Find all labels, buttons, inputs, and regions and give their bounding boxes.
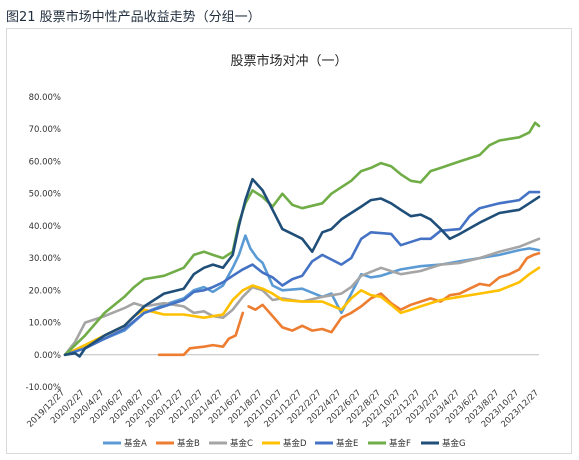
series-line <box>157 311 245 357</box>
y-tick-label: 10.00% <box>29 319 61 329</box>
legend-label: 基金F <box>389 438 411 449</box>
series-基金F <box>63 121 541 357</box>
series-基金C <box>63 237 541 357</box>
y-tick-label: 20.00% <box>29 286 61 296</box>
y-tick-label: 50.00% <box>29 190 61 200</box>
legend-item: 基金E <box>315 438 358 449</box>
chart-title: 股票市场对冲（一） <box>230 53 347 69</box>
legend-label: 基金C <box>230 438 253 449</box>
series-基金G <box>63 177 541 358</box>
series-line <box>247 252 541 334</box>
legend: 基金A 基金B 基金C 基金D 基金E 基金F 基金G <box>103 438 466 449</box>
legend-label: 基金G <box>442 438 466 449</box>
series-line <box>63 190 541 357</box>
legend-item: 基金C <box>209 438 253 449</box>
y-tick-label: 0.00% <box>34 351 61 361</box>
series-line <box>63 121 541 357</box>
series-line <box>63 237 541 357</box>
legend-item: 基金G <box>421 438 466 449</box>
chart-frame: 股票市场对冲（一） -10.00% 0.00% 10.00% 20.00% 30.00%… <box>6 28 572 454</box>
legend-label: 基金D <box>283 438 307 449</box>
legend-label: 基金E <box>336 438 358 449</box>
y-tick-label: 70.00% <box>29 125 61 135</box>
series-line <box>63 177 541 358</box>
y-tick-label: 30.00% <box>29 254 61 264</box>
y-tick-label: -10.00% <box>26 383 61 393</box>
series-line <box>63 266 541 357</box>
figure-caption: 图21 股票市场中性产品收益走势（分组一） <box>6 10 261 25</box>
legend-item: 基金F <box>368 438 411 449</box>
series-基金D <box>63 266 541 357</box>
series-基金E <box>63 190 541 357</box>
series-layer <box>63 121 541 358</box>
chart-svg: 股票市场对冲（一） -10.00% 0.00% 10.00% 20.00% 30.00%… <box>25 53 541 449</box>
legend-item: 基金A <box>103 438 147 449</box>
legend-item: 基金B <box>156 438 200 449</box>
y-tick-label: 80.00% <box>29 93 61 103</box>
legend-label: 基金A <box>124 438 147 449</box>
legend-item: 基金D <box>262 438 307 449</box>
series-基金B <box>157 252 541 357</box>
y-tick-label: 40.00% <box>29 222 61 232</box>
y-tick-label: 60.00% <box>29 157 61 167</box>
legend-label: 基金B <box>177 438 200 449</box>
